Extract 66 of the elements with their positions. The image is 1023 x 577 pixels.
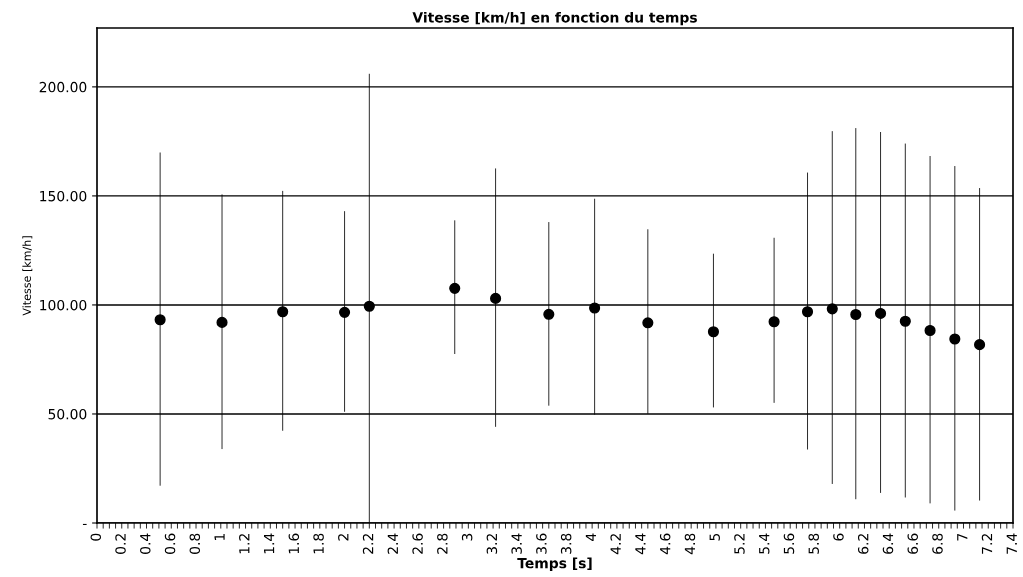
point bbox=[543, 308, 555, 320]
point bbox=[154, 314, 166, 326]
x-tick-label: 4.8 bbox=[684, 533, 696, 555]
x-tick-label: 4.6 bbox=[659, 533, 671, 555]
x-tick-label: 7.2 bbox=[981, 534, 993, 554]
x-tick-label: 5.2 bbox=[734, 534, 745, 554]
x-tick-label: 6.6 bbox=[907, 533, 918, 554]
x-tick-label: 1.8 bbox=[313, 533, 324, 554]
x-tick-label: 2.8 bbox=[437, 533, 448, 554]
x-axis-title: Temps [s] bbox=[517, 557, 592, 572]
x-tick-label: 0.4 bbox=[140, 533, 151, 554]
x-tick-label: 2.2 bbox=[362, 534, 374, 554]
x-tick-label: 5.4 bbox=[759, 533, 770, 554]
x-tick-label: 6 bbox=[833, 533, 844, 541]
x-tick-label: 6.4 bbox=[882, 533, 894, 554]
y-tick-label: - bbox=[82, 523, 87, 526]
x-tick-label: 5.8 bbox=[808, 533, 819, 554]
x-tick-label: 1.4 bbox=[264, 533, 275, 554]
x-tick-label: 2.4 bbox=[387, 533, 398, 554]
point bbox=[924, 324, 936, 337]
y-axis-title: Vitesse [km/h] bbox=[22, 236, 33, 316]
y-tick-label: 200.00 bbox=[39, 81, 87, 93]
x-tick-label: 6.2 bbox=[857, 534, 869, 554]
x-tick-label: 3.4 bbox=[511, 533, 522, 554]
x-tick-label: 3.6 bbox=[536, 533, 547, 554]
x-tick-label: 1.6 bbox=[288, 533, 300, 554]
x-tick-label: 0.2 bbox=[115, 534, 126, 554]
point bbox=[490, 292, 502, 304]
x-tick-label: 4.4 bbox=[635, 533, 646, 555]
x-tick-label: 4.2 bbox=[610, 534, 621, 555]
x-tick-label: 1 bbox=[214, 534, 225, 541]
x-tick-label: 2.6 bbox=[412, 533, 423, 554]
point bbox=[339, 306, 351, 318]
x-tick-label: 5.6 bbox=[783, 533, 795, 554]
point bbox=[277, 306, 289, 318]
x-tick-label: 2 bbox=[338, 534, 349, 541]
x-tick-label: 3 bbox=[461, 533, 473, 541]
x-tick-label: 3.2 bbox=[486, 534, 498, 554]
point bbox=[874, 307, 887, 319]
point bbox=[449, 282, 461, 294]
point bbox=[850, 308, 862, 321]
y-tick-label: 100.00 bbox=[40, 299, 87, 311]
point bbox=[949, 333, 961, 345]
x-tick-label: 6.8 bbox=[932, 533, 943, 554]
x-tick-label: 0 bbox=[90, 533, 102, 541]
x-tick-label: 0.8 bbox=[189, 533, 201, 554]
point bbox=[801, 306, 814, 318]
chart-title: Vitesse [km/h] en fonction du temps bbox=[412, 11, 697, 26]
point bbox=[826, 303, 838, 315]
y-tick-label: 150.00 bbox=[40, 190, 87, 202]
y-tick-label: 50.00 bbox=[48, 408, 87, 420]
point bbox=[707, 326, 719, 338]
x-tick-label: 7 bbox=[957, 533, 968, 541]
x-tick-label: 0.6 bbox=[164, 533, 176, 554]
point bbox=[974, 339, 986, 351]
point bbox=[216, 316, 228, 328]
point bbox=[363, 300, 375, 312]
x-tick-label: 7.4 bbox=[1006, 533, 1017, 554]
point bbox=[768, 316, 780, 328]
x-tick-label: 3.8 bbox=[560, 533, 572, 554]
x-tick-label: 5 bbox=[709, 533, 720, 541]
point bbox=[642, 317, 654, 329]
x-tick-label: 4 bbox=[585, 533, 596, 541]
x-tick-label: 1.2 bbox=[239, 534, 250, 554]
point bbox=[899, 315, 911, 327]
point bbox=[589, 302, 601, 314]
